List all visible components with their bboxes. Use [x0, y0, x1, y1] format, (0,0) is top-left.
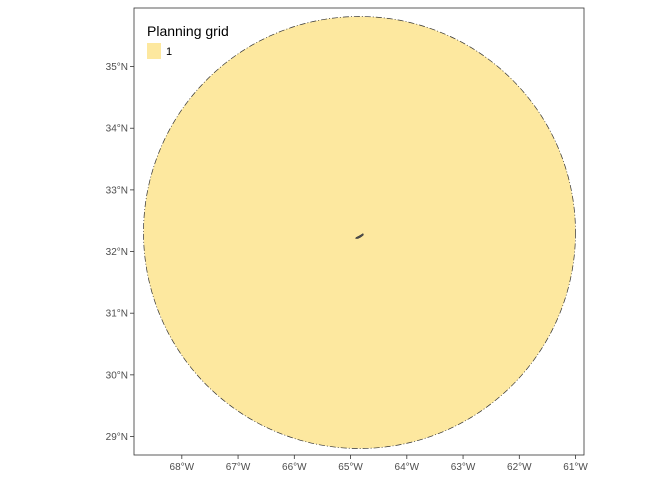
y-tick-label: 29°N: [106, 432, 128, 443]
x-tick-label: 68°W: [170, 462, 195, 473]
y-tick-label: 32°N: [106, 247, 128, 258]
y-axis: 29°N 30°N 31°N 32°N 33°N 34°N 35°N: [106, 62, 134, 443]
legend-label-1: 1: [166, 46, 172, 58]
legend-title: Planning grid: [147, 23, 229, 39]
y-tick-label: 34°N: [106, 124, 128, 135]
x-tick-label: 65°W: [338, 462, 363, 473]
planning-grid-circle: [143, 16, 576, 449]
y-tick-label: 30°N: [106, 370, 128, 381]
panel-border: [133, 7, 585, 456]
y-tick-label: 31°N: [106, 309, 128, 320]
x-tick-label: 64°W: [395, 462, 420, 473]
y-tick-label: 33°N: [106, 185, 128, 196]
x-tick-label: 66°W: [282, 462, 307, 473]
y-tick-label: 35°N: [106, 62, 128, 73]
x-tick-label: 61°W: [563, 462, 588, 473]
x-tick-label: 63°W: [451, 462, 476, 473]
island-shape: [355, 233, 364, 239]
x-tick-label: 67°W: [226, 462, 251, 473]
legend: Planning grid 1: [147, 23, 229, 59]
x-tick-label: 62°W: [507, 462, 532, 473]
legend-key-1: [147, 43, 161, 59]
x-axis: 68°W 67°W 66°W 65°W 64°W 63°W 62°W 61°W: [170, 455, 588, 473]
